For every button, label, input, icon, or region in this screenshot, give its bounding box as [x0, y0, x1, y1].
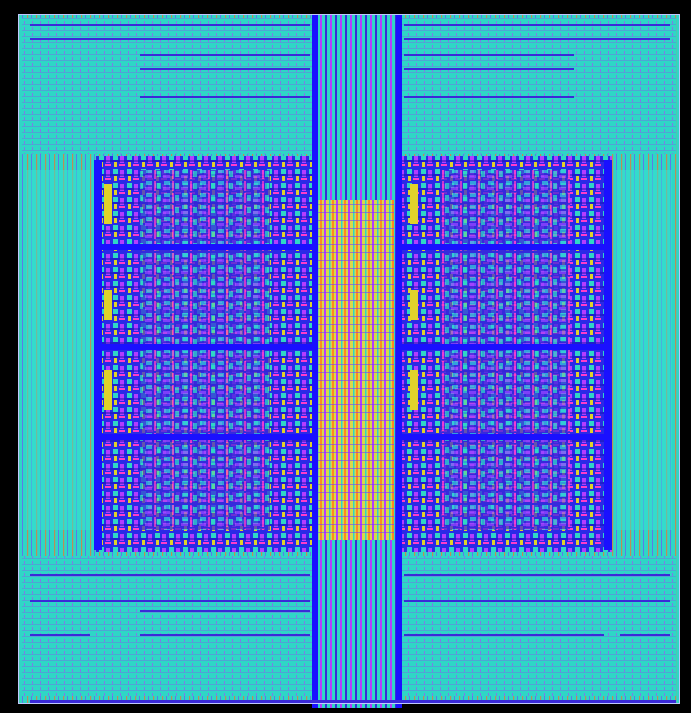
- central-bus-core: [318, 200, 394, 540]
- top-routing: [30, 24, 670, 98]
- bottom-routing: [30, 574, 676, 703]
- top-right-band: [398, 18, 676, 154]
- bottom-left-band: [22, 556, 316, 696]
- bottom-right-band: [398, 556, 676, 696]
- poly-accents: [104, 184, 418, 410]
- top-left-band: [22, 18, 316, 154]
